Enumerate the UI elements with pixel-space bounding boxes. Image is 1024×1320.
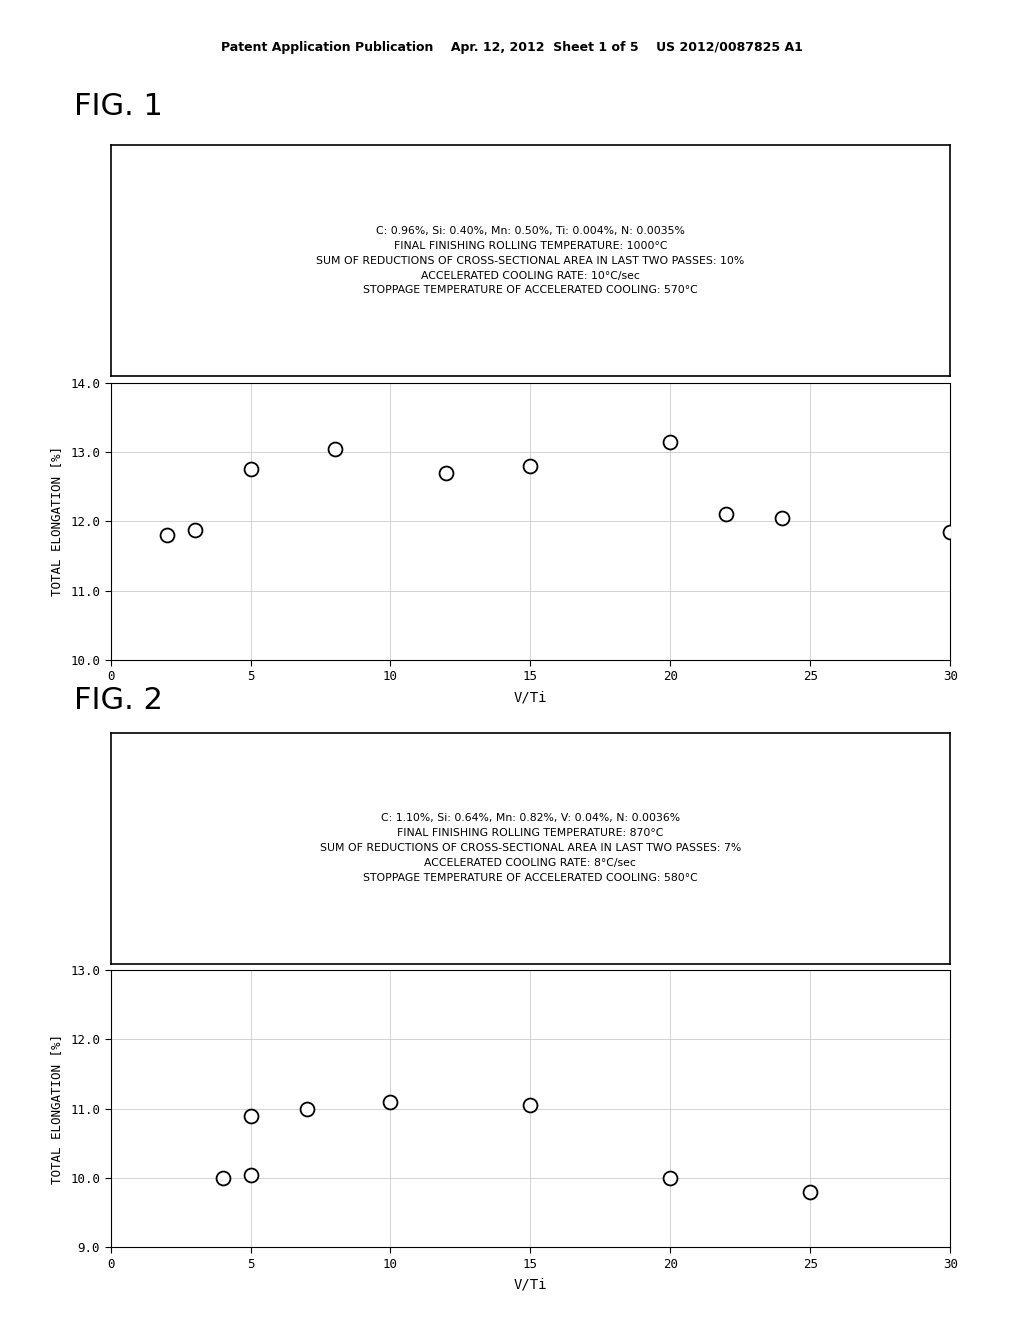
Text: FIG. 2: FIG. 2 <box>74 686 163 715</box>
Text: FIG. 1: FIG. 1 <box>74 92 163 121</box>
Y-axis label: TOTAL ELONGATION [%]: TOTAL ELONGATION [%] <box>50 446 63 597</box>
X-axis label: V/Ti: V/Ti <box>514 690 547 705</box>
Text: Patent Application Publication    Apr. 12, 2012  Sheet 1 of 5    US 2012/0087825: Patent Application Publication Apr. 12, … <box>221 41 803 54</box>
Text: C: 0.96%, Si: 0.40%, Mn: 0.50%, Ti: 0.004%, N: 0.0035%
FINAL FINISHING ROLLING T: C: 0.96%, Si: 0.40%, Mn: 0.50%, Ti: 0.00… <box>316 226 744 296</box>
Y-axis label: TOTAL ELONGATION [%]: TOTAL ELONGATION [%] <box>50 1034 63 1184</box>
Text: C: 1.10%, Si: 0.64%, Mn: 0.82%, V: 0.04%, N: 0.0036%
FINAL FINISHING ROLLING TEM: C: 1.10%, Si: 0.64%, Mn: 0.82%, V: 0.04%… <box>319 813 741 883</box>
X-axis label: V/Ti: V/Ti <box>514 1278 547 1292</box>
